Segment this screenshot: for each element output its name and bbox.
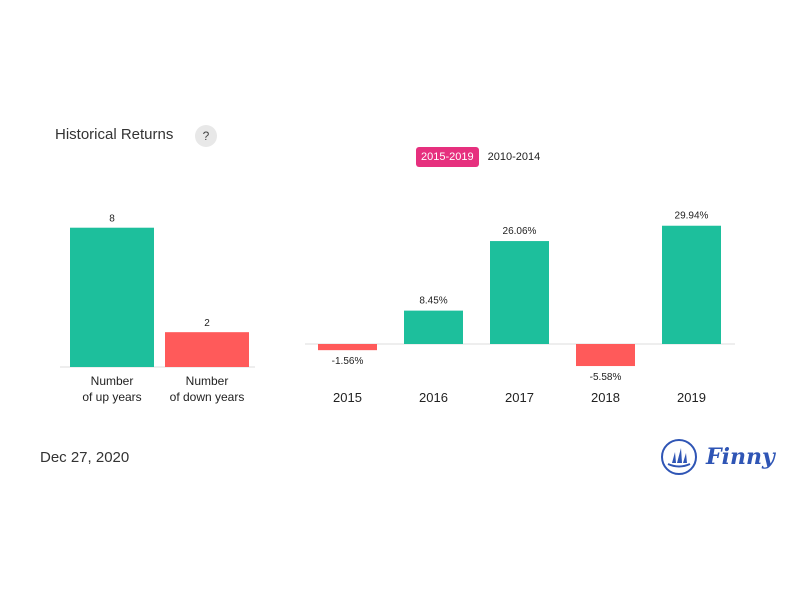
as-of-date: Dec 27, 2020 [40, 449, 130, 466]
help-icon[interactable]: ? [195, 125, 217, 147]
count-data-label: 8 [109, 214, 115, 225]
up-down-years-chart: 8 Number of up years 2 Number of down years [60, 214, 255, 404]
return-bar [576, 344, 635, 367]
year-tick-label: 2015 [333, 390, 362, 405]
return-data-label: -1.56% [332, 356, 364, 367]
year-tick-label: 2016 [419, 390, 448, 405]
finny-logo: Finny [660, 438, 775, 476]
count-bar [70, 227, 154, 367]
return-bar [318, 344, 377, 351]
tab-2015-2019[interactable]: 2015-2019 [416, 147, 479, 167]
year-tick-label: 2019 [677, 390, 706, 405]
category-label: Number [186, 374, 229, 388]
return-data-label: 26.06% [503, 226, 537, 237]
tab-2010-2014[interactable]: 2010-2014 [487, 151, 541, 163]
category-label: of up years [82, 390, 141, 404]
return-data-label: 8.45% [419, 296, 447, 307]
return-bar [404, 310, 463, 344]
year-tick-label: 2017 [505, 390, 534, 405]
category-label: of down years [170, 390, 245, 404]
year-tick-label: 2018 [591, 390, 620, 405]
sailboat-logo-icon [661, 439, 697, 475]
return-data-label: -5.58% [590, 372, 622, 383]
annual-returns-chart: -1.56% 2015 8.45% 2016 26.06% 2017 -5.58% 2018 2… [305, 211, 735, 405]
page-title: Historical Returns [55, 126, 174, 143]
count-bar [165, 332, 249, 367]
return-bar [490, 241, 549, 344]
return-bar [662, 225, 721, 344]
count-data-label: 2 [204, 318, 210, 329]
brand-name: Finny [706, 444, 775, 470]
period-tabs: 2015-2019 2010-2014 [416, 147, 545, 167]
category-label: Number [91, 374, 134, 388]
return-data-label: 29.94% [675, 211, 709, 222]
